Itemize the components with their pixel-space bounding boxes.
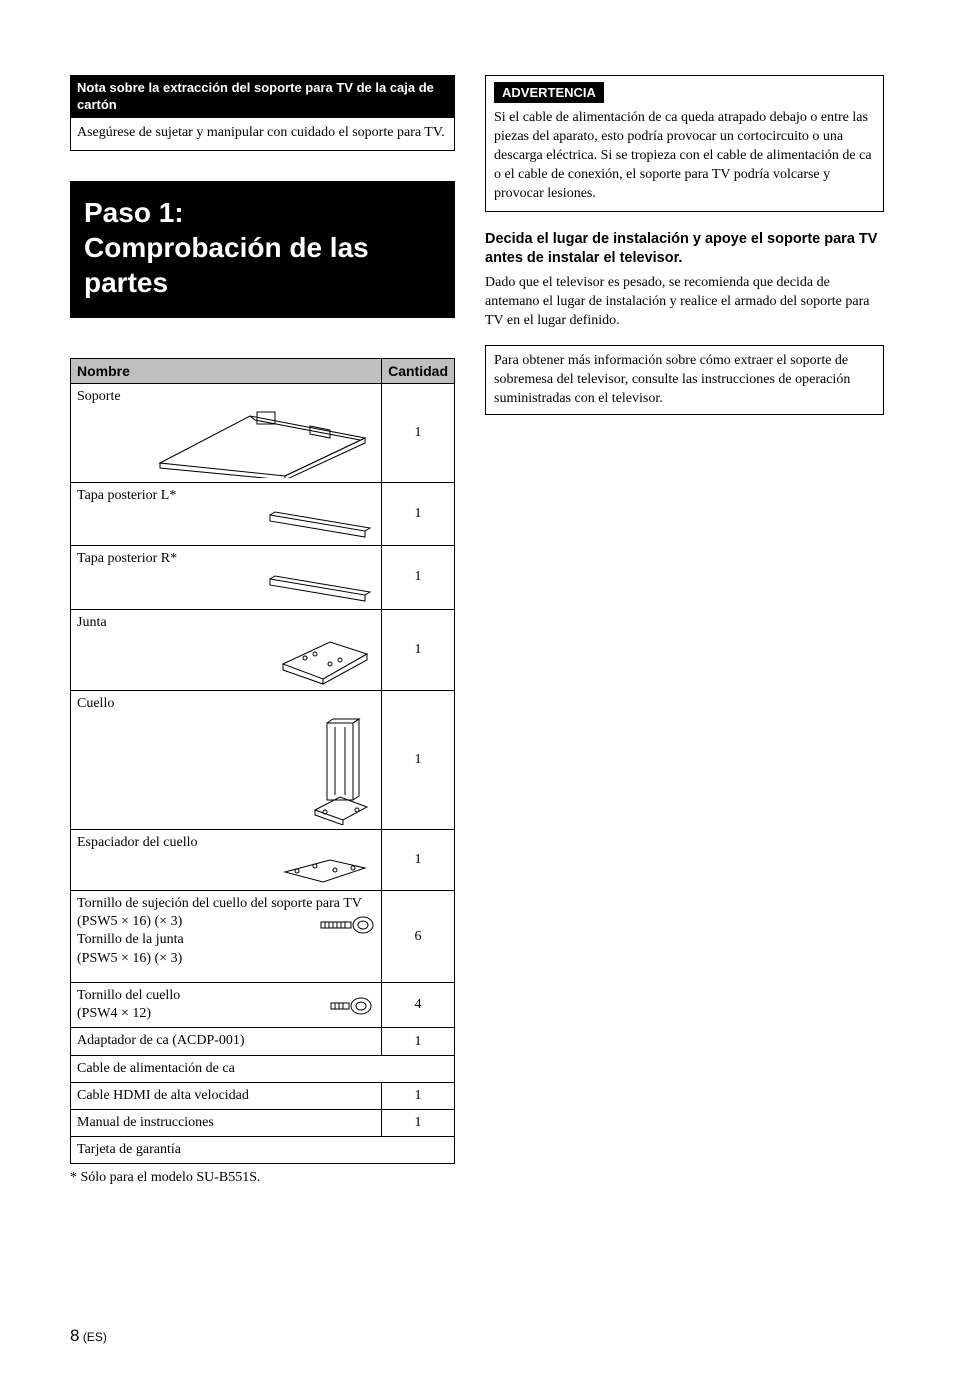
part-qty: 1 (382, 1110, 455, 1137)
warning-box: ADVERTENCIA Si el cable de alimentación … (485, 75, 884, 212)
table-row: Tapa posterior R* 1 (71, 546, 455, 609)
step-line1: Paso 1: (84, 197, 184, 228)
part-name: Manual de instrucciones (77, 1114, 375, 1132)
right-column: ADVERTENCIA Si el cable de alimentación … (485, 75, 884, 1186)
screw-short-icon (329, 996, 375, 1016)
table-row: Manual de instrucciones 1 (71, 1110, 455, 1137)
page-columns: Nota sobre la extracción del soporte par… (70, 75, 884, 1186)
table-row: Cable de alimentación de ca (71, 1055, 455, 1082)
step-header: Paso 1: Comprobación de las partes (70, 181, 455, 318)
part-qty: 1 (382, 609, 455, 690)
footnote: * Sólo para el modelo SU-B551S. (70, 1170, 455, 1186)
page-lang: (ES) (83, 1330, 107, 1344)
junta-icon (77, 634, 375, 686)
col-head-name: Nombre (71, 358, 382, 383)
part-name-l2: (PSW5 × 16) (× 3) (77, 913, 319, 931)
part-qty: 1 (382, 829, 455, 890)
part-qty: 4 (382, 983, 455, 1028)
left-column: Nota sobre la extracción del soporte par… (70, 75, 455, 1186)
page-footer: 8 (ES) (70, 1326, 884, 1346)
tapa-r-icon (77, 571, 375, 605)
warning-label: ADVERTENCIA (494, 82, 604, 103)
part-qty: 1 (382, 546, 455, 609)
table-row: Junta (71, 609, 455, 690)
soporte-icon (77, 408, 375, 478)
part-name-l3: Tornillo de la junta (77, 931, 319, 949)
part-name-l2: (PSW4 × 12) (77, 1005, 329, 1023)
tapa-l-icon (77, 507, 375, 541)
table-row: Adaptador de ca (ACDP-001) 1 (71, 1028, 455, 1055)
part-name: Cable de alimentación de ca (77, 1060, 448, 1078)
parts-table: Nombre Cantidad Soporte (70, 358, 455, 1164)
page-number: 8 (70, 1326, 79, 1345)
part-qty: 1 (382, 690, 455, 829)
table-row: Soporte (71, 383, 455, 482)
note-body: Asegúrese de sujetar y manipular con cui… (77, 122, 448, 144)
decide-body: Dado que el televisor es pesado, se reco… (485, 274, 884, 331)
table-row: Cuello (71, 690, 455, 829)
warning-body: Si el cable de alimentación de ca queda … (494, 109, 875, 203)
part-name-l1: Tornillo del cuello (77, 987, 329, 1005)
part-name: Cuello (77, 695, 375, 713)
part-qty: 1 (382, 483, 455, 546)
part-name: Tarjeta de garantía (77, 1141, 448, 1159)
part-name: Espaciador del cuello (77, 834, 375, 852)
screw-long-icon (319, 915, 375, 935)
part-name-l1: Tornillo de sujeción del cuello del sopo… (77, 895, 375, 913)
part-qty: 6 (382, 891, 455, 983)
part-name: Tapa posterior R* (77, 550, 375, 568)
table-row: Espaciador del cuello 1 (71, 829, 455, 890)
table-row: Tornillo del cuello (PSW4 × 12) (71, 983, 455, 1028)
part-name: Cable HDMI de alta velocidad (77, 1087, 375, 1105)
part-name-l4: (PSW5 × 16) (× 3) (77, 950, 319, 968)
table-row: Cable HDMI de alta velocidad 1 (71, 1082, 455, 1109)
espaciador-icon (77, 854, 375, 886)
part-name: Junta (77, 614, 375, 632)
part-qty: 1 (382, 1082, 455, 1109)
part-name: Tapa posterior L* (77, 487, 375, 505)
cuello-icon (77, 715, 375, 825)
step-line2: Comprobación de las partes (84, 232, 369, 298)
col-head-qty: Cantidad (382, 358, 455, 383)
part-name: Soporte (77, 388, 375, 406)
extraction-note-box: Nota sobre la extracción del soporte par… (70, 75, 455, 151)
table-row: Tornillo de sujeción del cuello del sopo… (71, 891, 455, 983)
info-box: Para obtener más información sobre cómo … (485, 345, 884, 416)
part-qty: 1 (382, 1028, 455, 1055)
part-name: Adaptador de ca (ACDP-001) (77, 1032, 375, 1050)
table-row: Tarjeta de garantía (71, 1137, 455, 1164)
part-qty: 1 (382, 383, 455, 482)
note-title: Nota sobre la extracción del soporte par… (71, 76, 454, 118)
decide-heading: Decida el lugar de instalación y apoye e… (485, 230, 884, 268)
table-row: Tapa posterior L* 1 (71, 483, 455, 546)
